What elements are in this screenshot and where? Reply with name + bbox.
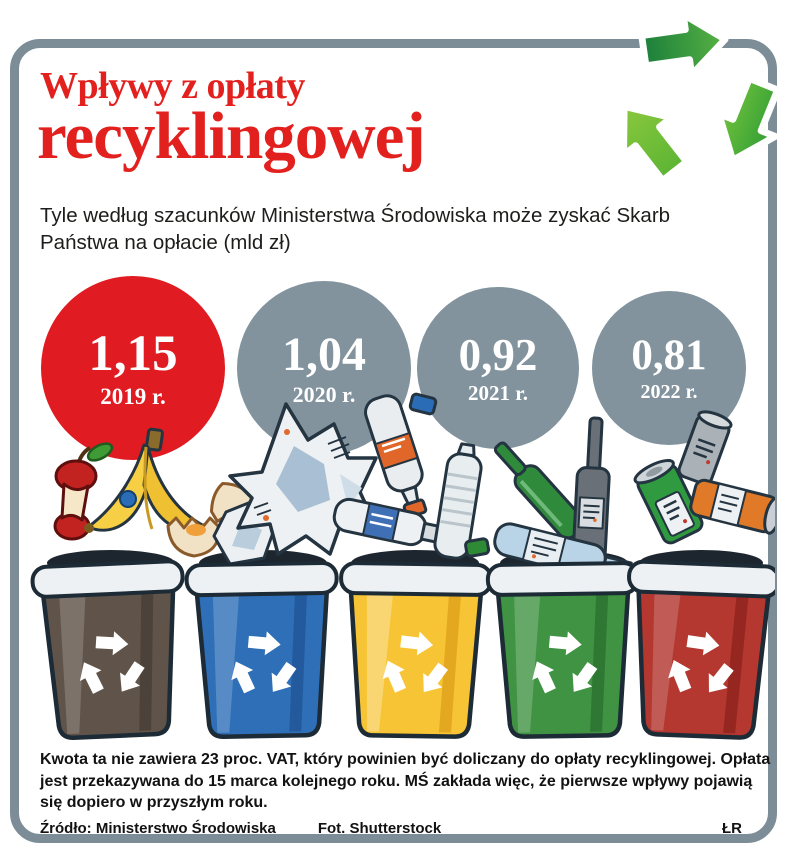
page-title-line1: Wpływy z opłaty	[40, 65, 305, 107]
trash-metal	[633, 410, 775, 545]
recycling-logo-icon	[620, 11, 782, 184]
subtitle-line: Państwa na opłacie (mld zł)	[40, 231, 291, 254]
year-label: 2021 r.	[468, 380, 528, 405]
footnote-line: się dopiero w przyszłym roku.	[40, 794, 268, 811]
bin-plastic	[339, 561, 494, 739]
author-initials: ŁR	[722, 820, 742, 837]
value-circle-2021: 0,92 2021 r.	[417, 287, 579, 449]
trash-paper	[212, 402, 378, 566]
footnote-line: Kwota ta nie zawiera 23 proc. VAT, który…	[40, 751, 771, 768]
photo-credit: Fot. Shutterstock	[317, 820, 442, 837]
value-label: 0,92	[458, 329, 538, 380]
bin-metal	[627, 559, 775, 740]
source-row: Źródło: Ministerstwo Środowiska Fot. Shu…	[40, 820, 742, 837]
page-title-line2: recyklingowej	[37, 99, 426, 173]
value-circle-2019: 1,15 2019 r.	[41, 276, 225, 460]
footnote: Kwota ta nie zawiera 23 proc. VAT, który…	[40, 749, 775, 814]
bin-bio	[30, 559, 185, 740]
footnote-line: jest przekazywana do 15 marca kolejnego …	[40, 772, 753, 790]
value-label: 1,15	[88, 325, 178, 382]
trash-plastic	[332, 392, 491, 560]
value-label: 0,81	[631, 332, 707, 379]
bin-paper	[184, 560, 339, 739]
subtitle-line: Tyle według szacunków Ministerstwa Środo…	[40, 204, 671, 227]
bin-glass	[485, 561, 640, 739]
year-label: 2022 r.	[640, 381, 698, 403]
value-label: 1,04	[282, 327, 366, 381]
page-subtitle: Tyle według szacunków Ministerstwa Środo…	[40, 202, 700, 256]
year-label: 2019 r.	[100, 383, 166, 409]
year-label: 2020 r.	[292, 381, 356, 407]
bins-illustration	[30, 392, 775, 740]
source-label: Źródło: Ministerstwo Środowiska	[40, 820, 276, 837]
